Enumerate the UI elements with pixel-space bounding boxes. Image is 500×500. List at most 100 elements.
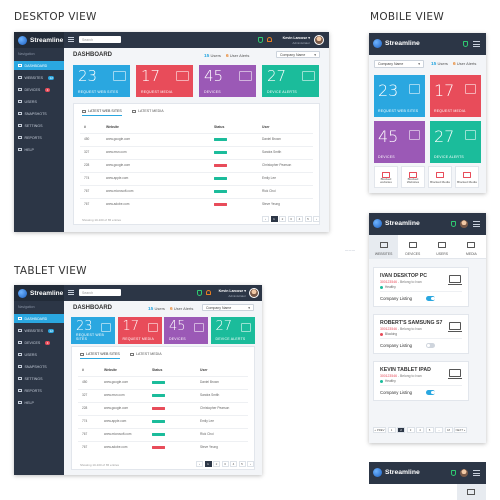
row-website[interactable]: www.adobe.com (106, 202, 130, 206)
sidebar-item-devices[interactable]: DEVICES 4 (14, 85, 64, 94)
page-button[interactable]: « PREV (373, 427, 386, 433)
column-header[interactable]: User (262, 125, 270, 129)
alerts-stat[interactable]: 6 User Alerts (453, 61, 477, 67)
device-card[interactable]: ROBERT'S SAMSUNG S7 300123546 - Belong to… (373, 314, 469, 354)
stat-tile-request-media[interactable]: 17 REQUEST MEDIA (117, 317, 162, 344)
brand-logo[interactable]: Streamline (373, 468, 420, 477)
user-name[interactable]: Kevin Larcose ▾ (282, 36, 310, 40)
stat-tile-request-web-sites[interactable]: 23 REQUEST WEB SITES (71, 317, 115, 344)
brand-logo[interactable]: Streamline (373, 219, 420, 228)
page-button[interactable]: 2 (213, 461, 220, 467)
page-button[interactable]: 5 (238, 461, 246, 467)
tab-latest-websites[interactable]: LATEST WEB SITES (82, 109, 122, 116)
stat-tile-device-alerts[interactable]: 27 DEVICE ALERTS (210, 317, 255, 344)
row-website[interactable]: www.google.com (104, 406, 129, 410)
company-listing-toggle[interactable] (426, 343, 435, 348)
stat-tile-devices[interactable]: 45 DEVICES (374, 121, 425, 163)
tab-websites[interactable]: WEBSITES (369, 235, 399, 259)
alerts-stat[interactable]: 6 User Alerts (226, 53, 250, 59)
page-button[interactable]: 3 (406, 427, 415, 433)
company-listing-toggle[interactable] (426, 296, 435, 301)
sidebar-item-snapshots[interactable]: SNAPSHOTS (14, 362, 64, 371)
page-button[interactable]: 4 (296, 216, 303, 222)
avatar[interactable] (314, 35, 324, 45)
shield-icon[interactable] (463, 41, 468, 47)
bell-icon[interactable] (267, 37, 272, 42)
menu-icon[interactable] (473, 41, 480, 47)
row-website[interactable]: www.adobe.com (104, 445, 128, 449)
row-website[interactable]: www.apple.com (104, 419, 127, 423)
sidebar-item-users[interactable]: USERS (14, 350, 64, 359)
tab-media[interactable] (457, 484, 486, 500)
sidebar-item-help[interactable]: HELP (14, 398, 64, 407)
tab-latest-websites[interactable]: LATEST WEB SITES (80, 352, 120, 359)
page-button[interactable]: 4 (416, 427, 424, 433)
column-header[interactable]: Website (104, 368, 117, 372)
sidebar-item-snapshots[interactable]: SNAPSHOTS (14, 109, 64, 118)
row-website[interactable]: www.google.com (104, 380, 129, 384)
tab-devices[interactable]: DEVICES (398, 235, 427, 259)
sidebar-item-settings[interactable]: SETTINGS (14, 374, 64, 383)
stat-tile-request-media[interactable]: 17 REQUEST MEDIA (430, 75, 481, 117)
page-button[interactable]: 5 (304, 216, 312, 222)
users-stat[interactable]: 15 Users (204, 53, 221, 59)
page-button[interactable]: 2 (279, 216, 286, 222)
shield-icon[interactable] (258, 37, 263, 43)
stat-tile-devices[interactable]: 45 DEVICES (199, 65, 256, 97)
menu-icon[interactable] (473, 221, 480, 227)
stat-tile-devices[interactable]: 45 DEVICES (164, 317, 208, 344)
quick-action-button[interactable]: Blocked Media (428, 166, 452, 188)
quick-action-button[interactable]: Blocked Media (455, 166, 479, 188)
row-website[interactable]: www.microsoft.com (104, 432, 132, 436)
sidebar-item-devices[interactable]: DEVICES 4 (14, 338, 64, 347)
alerts-stat[interactable]: 6 User Alerts (170, 306, 194, 312)
company-select[interactable]: Company Name ▾ (202, 304, 254, 311)
sidebar-item-users[interactable]: USERS (14, 97, 64, 106)
sidebar-item-dashboard[interactable]: DASHBOARD (14, 314, 64, 323)
page-button[interactable]: › (313, 216, 320, 222)
brand-logo[interactable]: Streamline (14, 32, 64, 48)
bell-icon[interactable] (206, 290, 211, 295)
user-name[interactable]: Kevin Larcose ▾ (218, 289, 246, 293)
row-website[interactable]: www.google.com (106, 163, 131, 167)
page-button[interactable]: 1 (204, 461, 212, 467)
quick-action-button[interactable]: Blocked websites (374, 166, 398, 188)
sidebar-item-reports[interactable]: REPORTS (14, 386, 64, 395)
search-input[interactable]: Search (79, 36, 121, 43)
menu-icon[interactable] (473, 470, 480, 476)
stat-tile-request-media[interactable]: 17 REQUEST MEDIA (136, 65, 193, 97)
page-button[interactable]: › (247, 461, 254, 467)
device-card[interactable]: IVAN DESKTOP PC 300123546 - Belong to Iva… (373, 267, 469, 307)
avatar[interactable] (460, 469, 468, 477)
menu-icon[interactable] (68, 37, 74, 42)
users-stat[interactable]: 15 Users (431, 61, 448, 67)
search-input[interactable]: Search (79, 289, 121, 296)
tab-latest-media[interactable]: LATEST MEDIA (132, 109, 164, 113)
avatar[interactable] (249, 288, 259, 298)
row-website[interactable]: www.msn.com (104, 393, 125, 397)
page-button[interactable]: ‹ (196, 461, 203, 467)
page-button[interactable]: 4 (230, 461, 237, 467)
quick-action-button[interactable]: Blocked Websites (401, 166, 425, 188)
page-button[interactable]: ... (435, 427, 443, 433)
page-button[interactable]: 2 (397, 427, 405, 433)
sidebar-item-settings[interactable]: SETTINGS (14, 121, 64, 130)
stat-tile-request-web-sites[interactable]: 23 REQUEST WEB SITES (374, 75, 425, 117)
stat-tile-device-alerts[interactable]: 27 DEVICE ALERTS (430, 121, 481, 163)
page-button[interactable]: ‹ (262, 216, 269, 222)
stat-tile-device-alerts[interactable]: 27 DEVICE ALERTS (262, 65, 319, 97)
column-header[interactable]: Status (214, 125, 225, 129)
avatar[interactable] (460, 220, 468, 228)
device-card[interactable]: KEVIN TABLET IPAD 300123546 - Belong to I… (373, 361, 469, 401)
page-button[interactable]: 3 (221, 461, 229, 467)
sidebar-item-help[interactable]: HELP (14, 145, 64, 154)
row-website[interactable]: www.apple.com (106, 176, 129, 180)
page-button[interactable]: 5 (425, 427, 434, 433)
page-button[interactable]: 18 (444, 427, 453, 433)
tab-media[interactable]: MEDIA (457, 235, 486, 259)
sidebar-item-websites[interactable]: WEBSITES 12 (14, 326, 64, 335)
page-button[interactable]: NEXT » (454, 427, 467, 433)
tab-latest-media[interactable]: LATEST MEDIA (130, 352, 162, 356)
page-button[interactable]: 3 (287, 216, 295, 222)
sidebar-item-websites[interactable]: WEBSITES 12 (14, 73, 64, 82)
